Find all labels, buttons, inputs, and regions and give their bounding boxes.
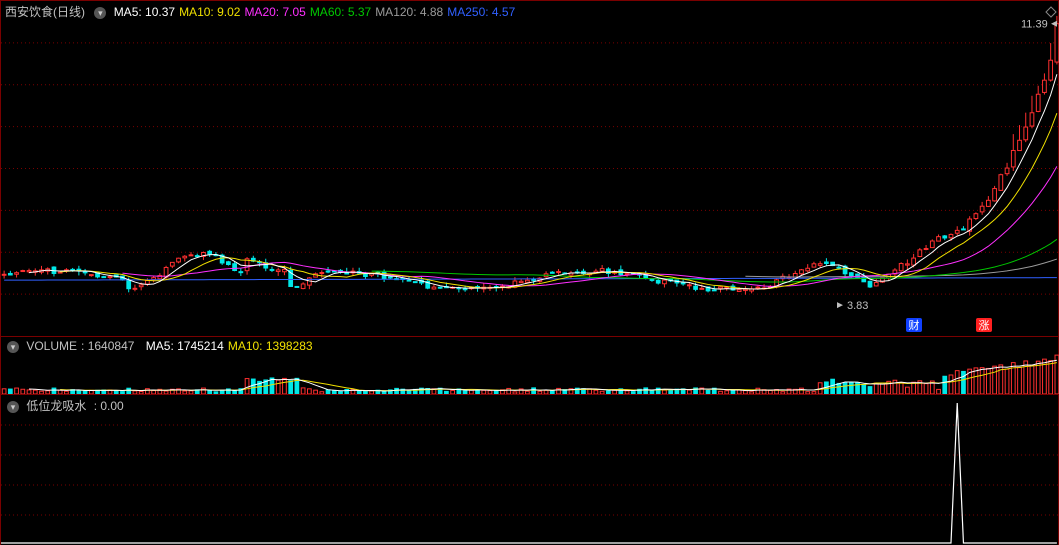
ma-label-ma120: MA120: 4.88 <box>375 5 443 19</box>
indicator-header: ▾ 低位龙吸水 : 0.00 <box>5 397 132 414</box>
vol-ma-label-ma10: MA10: 1398283 <box>228 339 313 353</box>
svg-text:财: 财 <box>909 318 920 332</box>
volume-header: ▾ VOLUME: 1640847 MA5: 1745214MA10: 1398… <box>5 339 321 353</box>
ma-label-ma10: MA10: 9.02 <box>179 5 240 19</box>
toggle-icon[interactable]: ▾ <box>94 7 106 19</box>
ma-label-ma20: MA20: 7.05 <box>244 5 305 19</box>
indicator-panel[interactable]: ▾ 低位龙吸水 : 0.00 <box>0 394 1059 545</box>
price-canvas: 11.39 3.83 财 涨 <box>1 1 1059 336</box>
vol-ma-label-ma5: MA5: 1745214 <box>146 339 224 353</box>
stock-title: 西安饮食(日线) <box>5 5 85 19</box>
ma-label-ma250: MA250: 4.57 <box>447 5 515 19</box>
ma-label-ma60: MA60: 5.37 <box>310 5 371 19</box>
svg-text:涨: 涨 <box>979 319 990 332</box>
toggle-icon[interactable]: ▾ <box>7 341 19 353</box>
ma-label-ma5: MA5: 10.37 <box>114 5 175 19</box>
price-panel[interactable]: 11.39 3.83 财 涨 西安饮食(日线) ▾ MA5: 10.37 MA10: 9… <box>0 0 1059 337</box>
volume-panel[interactable]: ▾ VOLUME: 1640847 MA5: 1745214MA10: 1398… <box>0 336 1059 395</box>
svg-text:3.83: 3.83 <box>847 300 868 312</box>
toggle-icon[interactable]: ▾ <box>7 401 19 413</box>
indicator-canvas <box>1 395 1059 545</box>
svg-text:11.39: 11.39 <box>1021 19 1048 31</box>
price-header: 西安饮食(日线) ▾ MA5: 10.37 MA10: 9.02 MA20: 7.0… <box>5 3 523 20</box>
stock-chart-window: 11.39 3.83 财 涨 西安饮食(日线) ▾ MA5: 10.37 MA10: 9… <box>0 0 1059 545</box>
